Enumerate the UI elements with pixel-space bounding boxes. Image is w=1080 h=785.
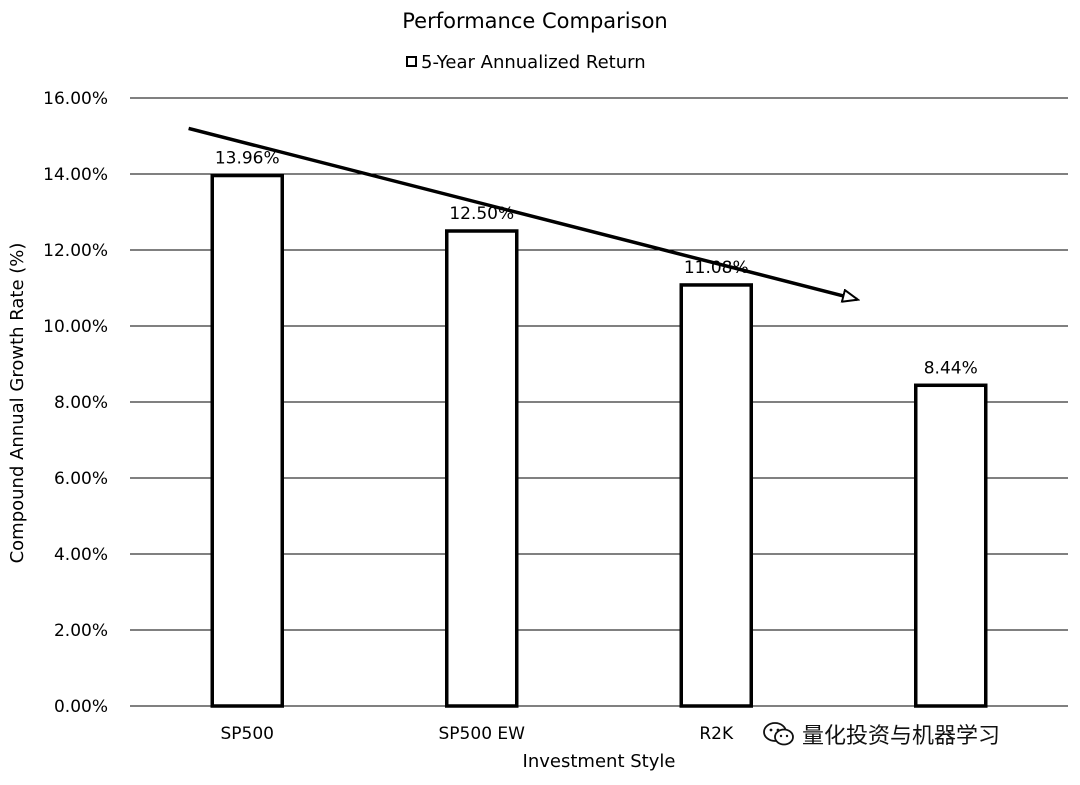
y-tick-label: 0.00%: [54, 697, 108, 717]
bar-data-label: 12.50%: [449, 204, 514, 224]
bars: [210, 173, 988, 708]
wechat-icon: [763, 722, 794, 746]
gridlines: [130, 97, 1068, 707]
watermark-text: 量化投资与机器学习: [802, 724, 1001, 749]
chart-title: Performance Comparison: [402, 9, 667, 33]
x-tick-label: SP500 EW: [439, 724, 526, 744]
y-tick-label: 4.00%: [54, 545, 108, 565]
trend-arrow: [188, 126, 857, 299]
y-tick-label: 6.00%: [54, 469, 108, 489]
bar-data-labels: 13.96% 12.50% 11.08% 8.44%: [215, 149, 978, 379]
bar: [914, 383, 988, 708]
x-axis-ticks: SP500 SP500 EW R2K: [221, 724, 734, 744]
legend-label: 5-Year Annualized Return: [421, 52, 646, 73]
bar-data-label: 11.08%: [684, 258, 749, 278]
y-tick-label: 16.00%: [43, 89, 108, 109]
bar-data-label: 8.44%: [924, 358, 978, 378]
y-tick-label: 14.00%: [43, 165, 108, 185]
y-tick-label: 12.00%: [43, 241, 108, 261]
legend-swatch: [406, 56, 417, 67]
watermark: 量化投资与机器学习: [762, 718, 1000, 750]
y-tick-label: 2.00%: [54, 621, 108, 641]
bar-data-label: 13.96%: [215, 149, 280, 169]
x-tick-label: R2K: [699, 724, 734, 744]
y-axis-ticks: 0.00% 2.00% 4.00% 6.00% 8.00% 10.00% 12.00% 14.…: [43, 89, 108, 717]
y-axis-title: Compound Annual Growth Rate (%): [7, 243, 28, 564]
x-tick-label: SP500: [221, 724, 275, 744]
y-tick-label: 8.00%: [54, 393, 108, 413]
bar: [445, 229, 519, 708]
y-tick-label: 10.00%: [43, 317, 108, 337]
bar: [210, 173, 284, 708]
bar: [679, 283, 753, 708]
legend: 5-Year Annualized Return: [406, 52, 646, 73]
x-axis-title: Investment Style: [523, 751, 676, 772]
